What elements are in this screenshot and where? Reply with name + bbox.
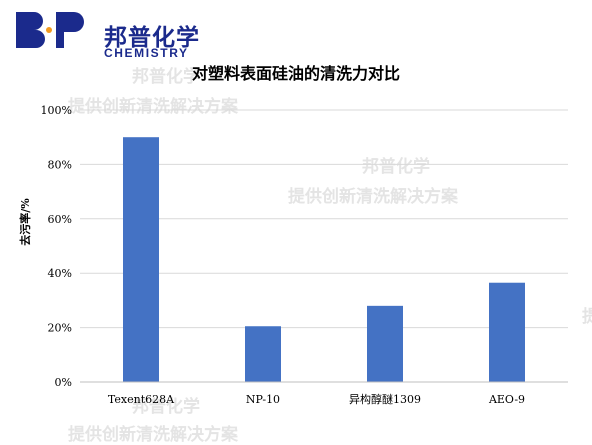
brand-logo: 邦普化学 CHEMISTRY <box>14 8 199 60</box>
x-tick-label: 异构醇醚1309 <box>349 392 421 406</box>
bar <box>245 326 281 382</box>
x-tick-labels: Texent628A NP-10 异构醇醚1309 AEO-9 <box>108 392 525 406</box>
bar <box>489 282 525 382</box>
x-tick-label: AEO-9 <box>488 393 525 406</box>
grid-lines <box>80 109 568 329</box>
x-tick-label: NP-10 <box>246 393 280 406</box>
y-tick-label: 60% <box>48 213 72 226</box>
bars <box>123 137 525 382</box>
y-tick-label: 40% <box>48 267 72 280</box>
y-tick-label: 100% <box>41 104 72 117</box>
bar-chart: 0% 20% 40% 60% 80% 100% Texent628A NP-10 异构醇醚13… <box>41 104 568 406</box>
bp-logo-icon <box>16 12 84 48</box>
y-tick-label: 20% <box>48 322 72 335</box>
y-tick-labels: 0% 20% 40% 60% 80% 100% <box>41 104 72 389</box>
y-tick-label: 0% <box>55 376 72 389</box>
bar <box>123 137 159 382</box>
chart-title: 对塑料表面硅油的清洗力对比 <box>191 64 400 83</box>
x-tick-label: Texent628A <box>108 393 175 406</box>
bar <box>367 305 403 382</box>
brand-name-cn: 邦普化学 <box>104 25 200 51</box>
brand-name-en: CHEMISTRY <box>104 46 189 60</box>
y-tick-label: 80% <box>48 158 72 171</box>
y-axis-label: 去污率/% <box>19 198 32 246</box>
